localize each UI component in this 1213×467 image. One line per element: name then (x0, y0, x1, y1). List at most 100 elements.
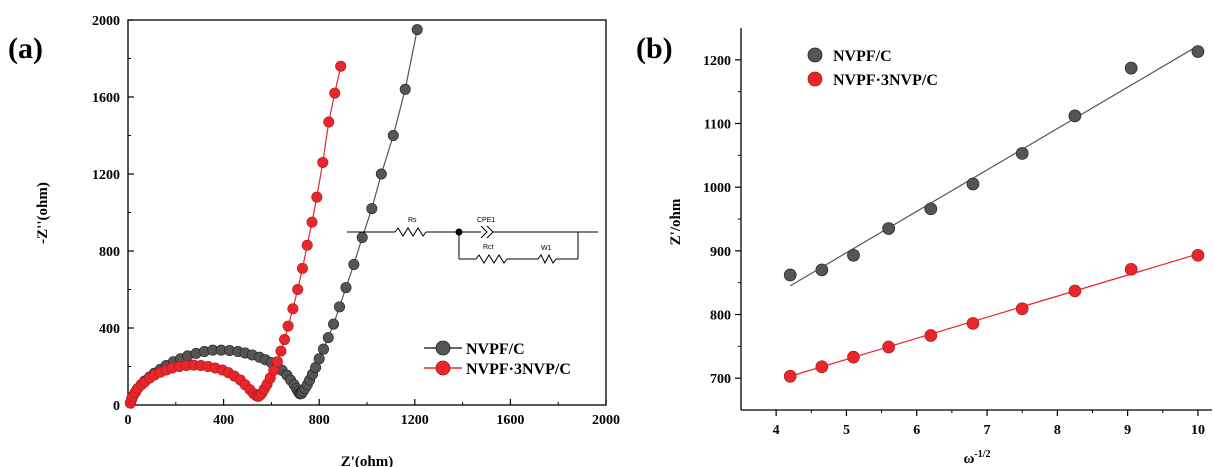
x-tick-label-b-6: 10 (1191, 423, 1205, 438)
data-point-a-0-45 (334, 301, 346, 313)
data-point-b-1-5 (966, 317, 980, 330)
data-point-b-0-4 (924, 202, 938, 216)
y-tick-label-b-3: 1000 (703, 181, 731, 196)
legend-label-b-0: NVPF/C (833, 48, 892, 65)
data-point-a-0-42 (318, 343, 330, 355)
legend-b: NVPF/C NVPF·3NVP/C (807, 47, 938, 89)
y-tick-label-a-1: 400 (99, 322, 120, 337)
axes-a: 0 400 800 1200 1600 2000 0 400 800 1200 1600 2000 (92, 14, 620, 428)
data-point-a-1-33 (271, 356, 283, 368)
data-point-a-1-46 (335, 60, 347, 72)
data-point-a-1-42 (311, 191, 323, 203)
plot-area-a (127, 19, 607, 406)
data-point-a-0-44 (328, 318, 340, 330)
x-tick-label-b-4: 8 (1054, 423, 1061, 438)
data-point-b-0-5 (966, 177, 980, 191)
series-group-a (124, 24, 423, 409)
y-tick-label-b-2: 900 (710, 245, 731, 260)
x-tick-label-b-3: 7 (984, 423, 991, 438)
y-tick-label-b-5: 1200 (703, 54, 731, 69)
legend-marker-b-0 (807, 47, 823, 63)
data-point-a-0-51 (387, 130, 399, 142)
y-tick-label-b-0: 700 (710, 372, 731, 387)
x-tick-label-b-0: 4 (773, 423, 780, 438)
data-point-a-0-53 (411, 24, 423, 36)
panel-label-b: (b) (636, 32, 673, 65)
data-point-a-1-45 (329, 87, 341, 99)
legend-marker-a-1 (435, 360, 451, 376)
data-point-a-1-44 (323, 116, 335, 128)
data-point-b-1-3 (882, 340, 895, 354)
fit-line-b-0 (789, 45, 1199, 287)
y-tick-label-a-3: 1200 (92, 168, 120, 183)
circuit-label-rs: Rs (408, 217, 417, 224)
x-axis-label-b-main: ω (963, 451, 974, 467)
data-point-b-0-1 (815, 263, 829, 277)
data-point-b-1-2 (847, 350, 860, 364)
legend-a: NVPF/C NVPF·3NVP/C (424, 340, 571, 378)
data-point-a-0-52 (399, 83, 411, 95)
panel-label-a: (a) (8, 32, 43, 65)
legend-label-a-0: NVPF/C (466, 341, 525, 358)
data-point-a-1-34 (275, 345, 287, 357)
data-point-a-1-40 (301, 239, 313, 251)
data-point-a-0-50 (375, 168, 387, 180)
data-point-a-0-43 (322, 332, 334, 344)
series-line-a-0 (129, 29, 418, 404)
data-point-b-1-1 (815, 360, 829, 374)
y-tick-label-a-4: 1600 (92, 91, 120, 106)
x-tick-label-a-3: 1200 (401, 413, 429, 428)
x-tick-label-b-2: 6 (913, 423, 920, 438)
circuit-node (455, 228, 463, 236)
y-axis-label-a: -Z''(ohm) (35, 182, 51, 244)
equivalent-circuit-inset (347, 225, 598, 265)
x-tick-label-a-5: 2000 (592, 413, 620, 428)
data-point-b-0-9 (1191, 45, 1205, 58)
legend-marker-a-0 (435, 340, 451, 356)
legend-label-a-1: NVPF·3NVP/C (466, 361, 571, 378)
x-tick-label-b-5: 9 (1124, 423, 1131, 438)
circuit-label-rct: Rct (483, 244, 494, 251)
x-axis-label-b-sup: -1/2 (974, 449, 990, 460)
y-tick-label-a-5: 2000 (92, 14, 120, 29)
x-axis-label-b: ω-1/2 (963, 449, 990, 467)
data-point-b-0-3 (882, 222, 895, 235)
data-point-a-1-39 (296, 262, 308, 274)
data-point-a-0-46 (340, 282, 352, 294)
x-tick-label-a-2: 800 (309, 413, 330, 428)
data-point-b-1-4 (924, 329, 938, 342)
data-point-b-0-7 (1068, 109, 1082, 123)
data-point-a-1-43 (317, 156, 329, 168)
data-point-b-1-6 (1015, 302, 1029, 316)
data-point-a-1-37 (287, 303, 299, 315)
data-point-a-0-48 (356, 232, 368, 244)
data-point-b-1-8 (1124, 262, 1138, 276)
data-point-b-0-6 (1015, 147, 1029, 160)
y-tick-label-b-4: 1100 (704, 118, 731, 133)
data-point-a-1-38 (292, 283, 304, 295)
y-axis-label-b: Z'/ohm (668, 198, 684, 245)
x-axis-label-a: Z'(ohm) (341, 454, 394, 467)
data-point-b-1-0 (783, 369, 797, 383)
data-point-b-0-8 (1124, 61, 1138, 75)
x-tick-label-a-4: 1600 (496, 413, 524, 428)
chart-panel-b: 4 5 6 7 8 9 10 700 800 900 1000 1100 1200 ω-1/2 Z'/o… (668, 28, 1212, 467)
x-tick-label-b-1: 5 (843, 423, 850, 438)
legend-label-b-1: NVPF·3NVP/C (833, 72, 938, 89)
data-point-b-0-0 (783, 268, 797, 282)
y-tick-label-a-2: 800 (99, 245, 120, 260)
circuit-label-cpe1: CPE1 (477, 217, 495, 224)
axes-b: 4 5 6 7 8 9 10 700 800 900 1000 1100 1200 (703, 54, 1205, 438)
data-point-b-1-9 (1191, 248, 1205, 262)
data-point-a-1-35 (279, 334, 291, 346)
data-point-a-1-36 (282, 320, 294, 332)
data-point-b-0-2 (847, 248, 860, 262)
data-point-a-1-41 (306, 216, 318, 228)
chart-panel-a: 0 400 800 1200 1600 2000 0 400 800 1200 1600 2000 Z… (35, 14, 620, 467)
x-tick-label-a-0: 0 (125, 413, 132, 428)
data-point-b-1-7 (1068, 284, 1082, 298)
x-tick-label-a-1: 400 (213, 413, 234, 428)
data-point-a-0-41 (313, 353, 325, 365)
data-point-a-0-47 (348, 258, 360, 270)
